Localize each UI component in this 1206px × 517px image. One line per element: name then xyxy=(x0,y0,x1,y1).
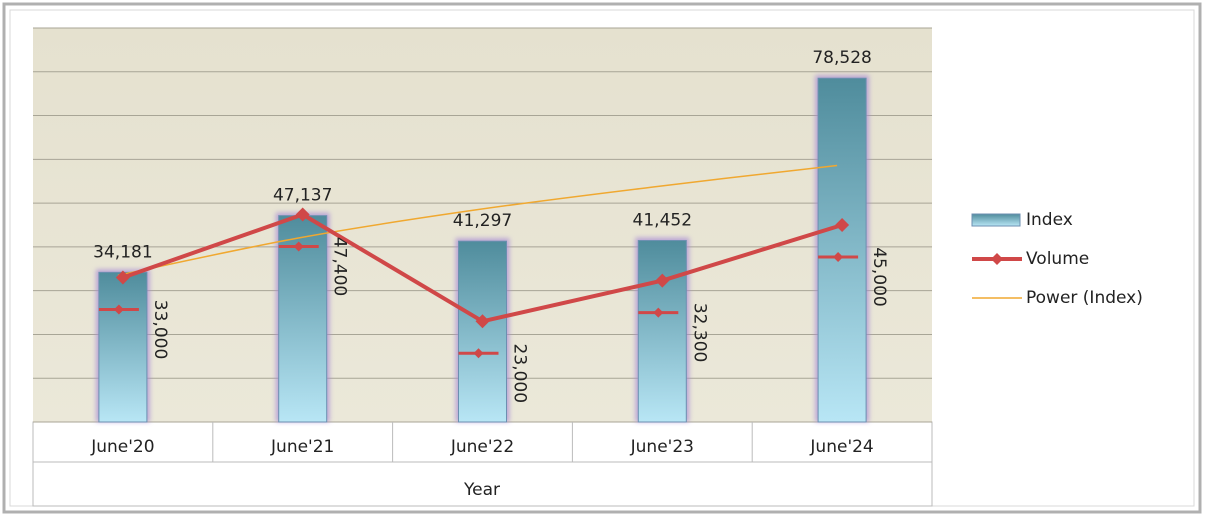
x-tick-label: June'20 xyxy=(90,437,154,457)
legend-label: Volume xyxy=(1026,249,1089,269)
data-label: 45,000 xyxy=(869,247,889,306)
data-label: 41,452 xyxy=(633,211,692,231)
data-label: 33,000 xyxy=(150,300,170,359)
x-tick-label: June'23 xyxy=(630,437,694,457)
volume-shadow-marker xyxy=(833,252,844,262)
bar xyxy=(458,240,507,423)
legend-label: Power (Index) xyxy=(1026,288,1143,308)
x-tick-label: June'24 xyxy=(809,437,873,457)
bar xyxy=(98,271,148,423)
trend-line xyxy=(117,164,838,277)
data-label: 41,297 xyxy=(453,211,512,231)
volume-shadow-marker xyxy=(113,304,124,315)
legend-swatch xyxy=(971,213,1021,227)
data-label: 78,528 xyxy=(812,48,871,68)
data-label: 34,181 xyxy=(93,242,152,262)
volume-shadow-marker xyxy=(293,241,304,252)
volume-shadow-marker xyxy=(473,348,484,359)
marker xyxy=(835,218,850,232)
marker xyxy=(475,314,490,329)
legend-label: Index xyxy=(1026,210,1073,230)
x-tick-label: June'22 xyxy=(450,437,514,457)
data-label: 47,400 xyxy=(330,237,350,296)
x-tick-label: June'21 xyxy=(270,437,334,457)
x-axis-title: Year xyxy=(463,480,500,500)
bar xyxy=(817,77,867,423)
data-label: 32,300 xyxy=(689,303,709,362)
legend-marker xyxy=(991,253,1003,265)
marker xyxy=(115,270,130,285)
bar xyxy=(637,240,687,423)
data-label: 23,000 xyxy=(510,344,530,403)
volume-shadow-marker xyxy=(653,307,664,318)
data-label: 47,137 xyxy=(273,186,332,206)
marker xyxy=(295,207,310,222)
marker xyxy=(655,273,670,288)
